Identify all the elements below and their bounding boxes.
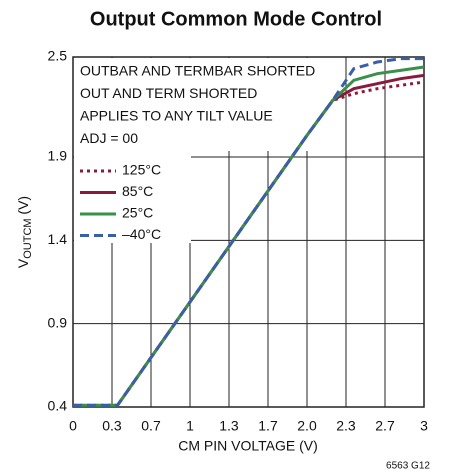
annotation: ADJ = 00 <box>80 130 138 146</box>
legend-label: 125°C <box>122 162 161 178</box>
x-tick-label: 2.3 <box>336 418 356 434</box>
x-tick-label: 0.3 <box>102 418 122 434</box>
legend-background <box>74 151 191 243</box>
y-tick-label: 2.5 <box>48 48 68 64</box>
x-tick-label: 1.3 <box>219 418 239 434</box>
y-tick-label: 1.9 <box>48 148 68 164</box>
data-line <box>73 57 424 407</box>
annotation: APPLIES TO ANY TILT VALUE <box>80 108 273 124</box>
legend-label: 85°C <box>122 183 153 199</box>
x-tick-label: 1 <box>186 418 194 434</box>
x-tick-label: 2.7 <box>375 418 395 434</box>
x-tick-label: 3 <box>420 418 428 434</box>
figure-id: 6563 G12 <box>386 461 430 472</box>
y-tick-label: 1.4 <box>48 231 68 247</box>
legend-label: –40°C <box>122 226 161 242</box>
x-axis-label: CM PIN VOLTAGE (V) <box>178 438 318 454</box>
chart-title: Output Common Mode Control <box>90 8 382 30</box>
x-tick-label: 0.7 <box>141 418 161 434</box>
legend-label: 25°C <box>122 205 153 221</box>
x-tick-label: 0 <box>69 418 77 434</box>
y-label-unit: (V) <box>15 196 31 219</box>
annotation: OUT AND TERM SHORTED <box>80 85 257 101</box>
y-label-main: V <box>15 258 31 268</box>
annotation: OUTBAR AND TERMBAR SHORTED <box>80 63 315 79</box>
y-axis-label: VOUTCM (V) <box>15 196 34 268</box>
plot-frame <box>72 56 425 408</box>
y-tick-label: 0.4 <box>48 398 68 414</box>
y-label-sub: OUTCM <box>22 218 34 258</box>
x-tick-label: 1.7 <box>258 418 278 434</box>
annotation-background <box>74 58 337 151</box>
x-tick-label: 2.0 <box>297 418 317 434</box>
y-tick-label: 0.9 <box>48 314 68 330</box>
